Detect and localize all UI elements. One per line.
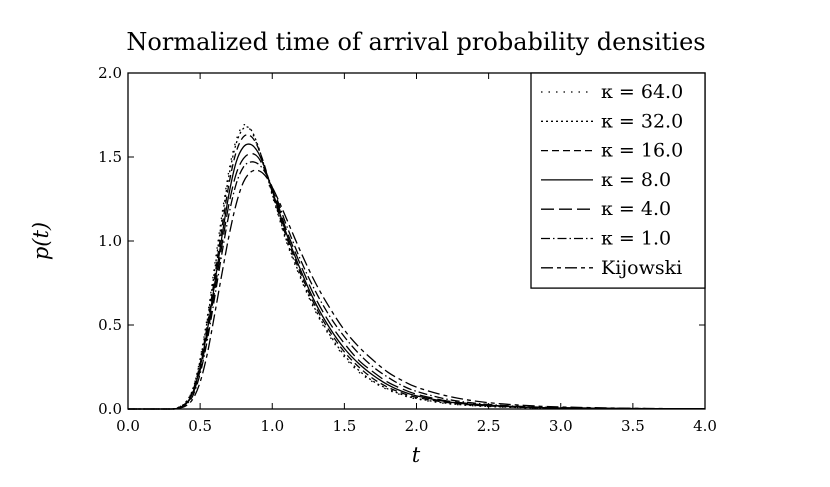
series-line-3 <box>128 143 706 410</box>
x-axis-label: t <box>412 443 421 467</box>
axis-ticks: 0.0 0.5 1.0 1.5 2.0 2.5 3.0 3.5 4.0 0.0 0.5 1.0 1.5 2… <box>98 64 717 435</box>
y-axis-label: p(t) <box>29 222 53 260</box>
legend-label: κ = 32.0 <box>601 110 683 132</box>
plot-area <box>128 123 706 410</box>
y-tick-label: 1.0 <box>98 232 122 250</box>
x-tick-label: 3.0 <box>549 417 573 435</box>
legend-box <box>530 72 706 289</box>
y-tick-label: 0.5 <box>98 316 122 334</box>
legend-label: κ = 4.0 <box>601 198 671 220</box>
x-tick-label: 1.5 <box>332 417 356 435</box>
x-tick-label: 2.5 <box>477 417 501 435</box>
y-tick-label: 0.0 <box>98 400 122 418</box>
series-line-6 <box>128 169 706 410</box>
legend: κ = 64.0 κ = 32.0 κ = 16.0 κ = 8.0 κ = 4.0 κ … <box>530 72 706 289</box>
legend-label: κ = 8.0 <box>601 169 671 191</box>
x-tick-label: 3.5 <box>621 417 645 435</box>
legend-label: Kijowski <box>601 257 682 279</box>
series-line-5 <box>128 161 706 410</box>
y-tick-label: 2.0 <box>98 64 122 82</box>
x-tick-label: 1.0 <box>260 417 284 435</box>
legend-label: κ = 16.0 <box>601 140 683 162</box>
series-line-4 <box>128 152 706 410</box>
chart-title: Normalized time of arrival probability d… <box>126 28 705 56</box>
x-tick-label: 4.0 <box>693 417 717 435</box>
x-tick-label: 2.0 <box>405 417 429 435</box>
legend-label: κ = 1.0 <box>601 228 671 250</box>
y-tick-label: 1.5 <box>98 148 122 166</box>
legend-label: κ = 64.0 <box>601 81 683 103</box>
x-tick-label: 0.5 <box>188 417 212 435</box>
x-tick-label: 0.0 <box>116 417 140 435</box>
